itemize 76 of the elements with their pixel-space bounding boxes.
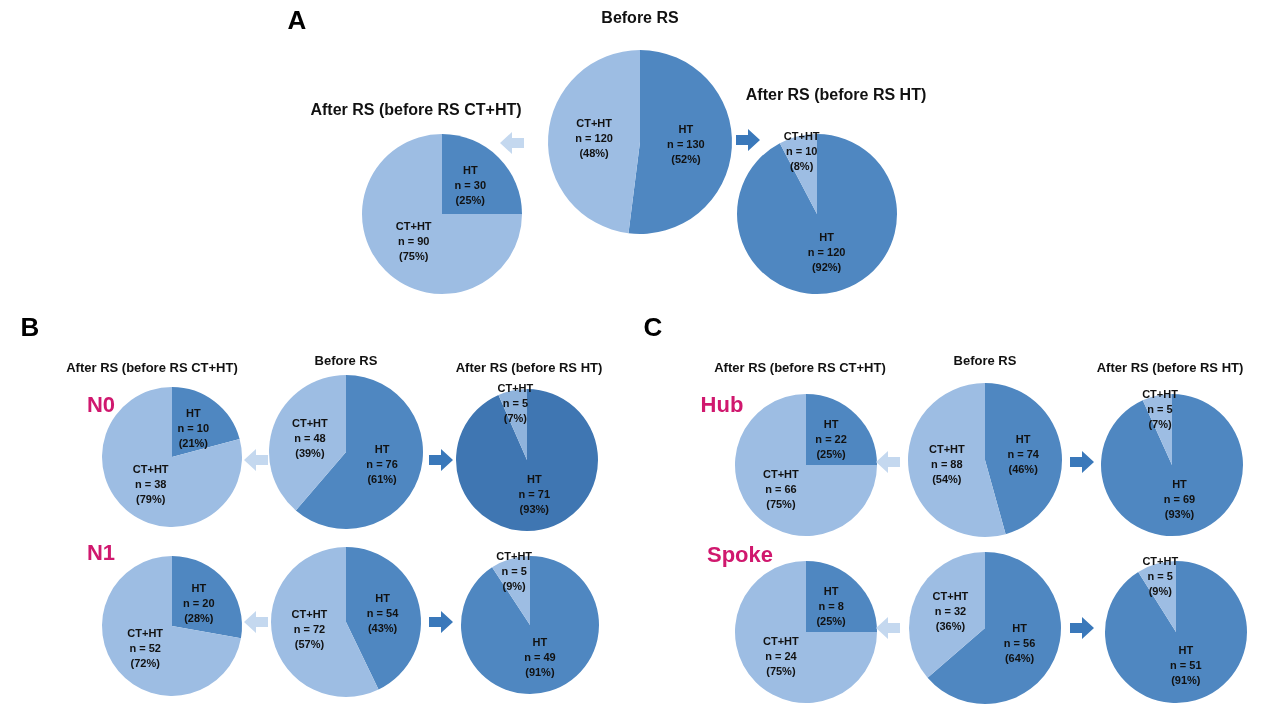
data-label: n = 69 (93%): [1163, 492, 1196, 520]
slice-label: CT+HT: [763, 468, 800, 481]
slice-label: HT: [1015, 432, 1031, 445]
text: A: [287, 4, 307, 36]
slice-label: HT: [526, 472, 542, 485]
data-label: n = 120 (92%): [807, 245, 846, 273]
slice-label: CT+HT: [576, 117, 613, 130]
slice-label: HT: [462, 163, 478, 176]
data-label: n = 49 (91%): [524, 651, 556, 679]
data-label: n = 51 (91%): [1170, 659, 1202, 687]
slice-label: HT: [823, 584, 839, 597]
data-label: n = 48 (39%): [294, 431, 326, 459]
data-label: n = 30 (25%): [454, 178, 487, 206]
data-label: n = 74 (46%): [1007, 447, 1040, 475]
slice-label: CT+HT: [928, 443, 966, 456]
text: B: [20, 311, 40, 343]
data-label: n = 10 (8%): [785, 144, 818, 172]
slice-label: CT+HT: [932, 590, 969, 603]
text: Hub: [700, 392, 744, 418]
slice-label: HT: [375, 591, 391, 604]
slice-label: CT+HT: [291, 608, 328, 621]
data-label: n = 52 (72%): [129, 641, 161, 669]
slice-label: CT+HT: [496, 550, 533, 563]
text: N0: [86, 392, 116, 418]
text: C: [643, 311, 663, 343]
slice-label: HT: [678, 122, 694, 135]
data-label: n = 5 (7%): [502, 397, 529, 425]
slice-label: HT: [1012, 621, 1028, 634]
slice-label: CT+HT: [1142, 387, 1179, 400]
data-label: n = 54 (43%): [366, 606, 400, 634]
data-label: n = 56 (64%): [1003, 636, 1036, 664]
chart-title: After RS (before RS CT+HT): [66, 359, 238, 375]
slice-label: CT+HT: [127, 626, 164, 639]
data-label: n = 5 (7%): [1147, 402, 1173, 430]
slice-label: CT+HT: [497, 382, 534, 395]
chart-title: Before RS: [314, 352, 378, 368]
slice-label: CT+HT: [292, 416, 329, 429]
chart-title: Before RS: [953, 352, 1017, 368]
slice-label: CT+HT: [783, 129, 820, 142]
chart-title: After RS (before RS CT+HT): [310, 101, 522, 119]
data-label: n = 5 (9%): [501, 565, 527, 593]
data-label: n = 10 (21%): [177, 422, 210, 450]
slice-label: HT: [185, 407, 201, 420]
data-label: n = 72 (57%): [293, 623, 326, 651]
slice-label: CT+HT: [1142, 555, 1179, 568]
slice-label: CT+HT: [395, 220, 432, 233]
data-label: n = 38 (79%): [134, 477, 167, 505]
data-label: n = 24 (75%): [765, 650, 798, 678]
chart-title: After RS (before RS HT): [455, 359, 603, 375]
chart-title: Before RS: [601, 9, 679, 27]
data-label: n = 22 (25%): [815, 432, 847, 460]
chart-title: After RS (before RS CT+HT): [714, 359, 886, 375]
data-label: n = 8 (25%): [816, 599, 847, 627]
data-label: n = 88 (54%): [931, 458, 963, 486]
data-label: n = 130 (52%): [667, 137, 705, 165]
chart-title: After RS (before RS HT): [1096, 359, 1244, 375]
slice-label: HT: [191, 581, 207, 594]
slice-label: HT: [823, 417, 839, 430]
data-label: n = 120 (48%): [575, 132, 613, 160]
data-label: n = 5 (9%): [1147, 570, 1173, 598]
slice-label: HT: [1172, 477, 1188, 490]
text: N1: [86, 540, 116, 566]
slice-label: HT: [819, 230, 835, 243]
slice-label: HT: [1178, 644, 1194, 657]
slice-label: CT+HT: [763, 635, 800, 648]
text: Spoke: [706, 542, 774, 568]
chart-title: After RS (before RS HT): [745, 86, 927, 104]
data-label: n = 32 (36%): [934, 605, 967, 633]
data-label: n = 71 (93%): [518, 487, 551, 515]
data-label: n = 20 (28%): [183, 596, 215, 624]
slice-label: HT: [532, 636, 548, 649]
data-label: n = 76 (61%): [366, 458, 398, 486]
data-label: n = 66 (75%): [765, 483, 797, 511]
slice-label: CT+HT: [132, 462, 169, 475]
data-label: n = 90 (75%): [397, 235, 430, 263]
slice-label: HT: [374, 443, 390, 456]
